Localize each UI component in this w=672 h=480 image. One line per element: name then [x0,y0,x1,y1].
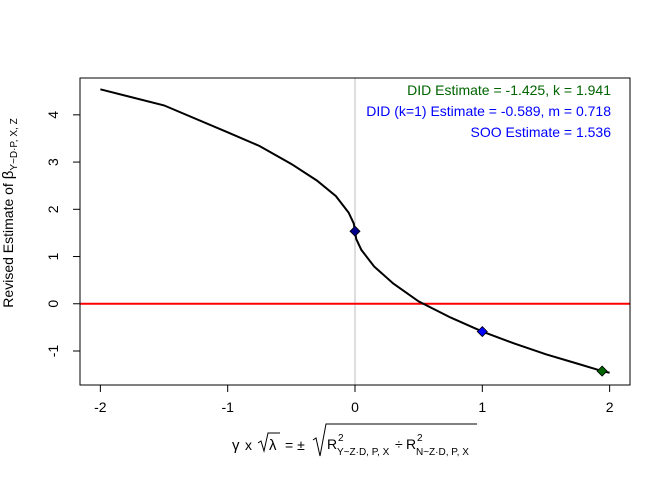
estimate-curve [100,88,610,374]
x-label-r1-sup: 2 [338,433,344,444]
x-label-gamma: γ [232,437,240,454]
y-tick-label: 2 [45,205,61,213]
y-axis-label-beta: β [0,170,17,179]
x-label-equals-pm: = ± [285,437,305,453]
x-tick-label: 1 [478,399,486,415]
x-label-sqrt-radical [312,423,477,457]
x-label-r1-letter: R [327,436,337,452]
x-label-r2: R [406,436,416,452]
y-tick-label: 0 [45,300,61,308]
x-label-times: x [245,437,252,453]
x-tick-label: 0 [351,399,359,415]
legend-entry-0: DID Estimate = -1.425, k = 1.941 [407,82,611,98]
y-tick-label: -1 [45,345,61,358]
legend-entry-1: DID (k=1) Estimate = -0.589, m = 0.718 [366,103,611,119]
y-tick-label: 1 [45,252,61,260]
estimate-points [349,225,608,377]
x-label-r1: R [327,436,337,452]
x-label-lambda: λ [269,437,277,454]
legend: DID Estimate = -1.425, k = 1.941 DID (k=1… [366,82,611,140]
y-tick-label: 3 [45,158,61,166]
y-axis-label-subscript: Y~D·P, X, Z [9,118,20,170]
y-tick-label: 4 [45,111,61,119]
y-axis-label: Revised Estimate of βY~D·P, X, Z [0,118,20,307]
x-tick-label: -2 [94,399,107,415]
x-label-divide: ÷ [395,436,403,452]
y-axis: -1 0 1 2 3 4 [45,111,81,358]
legend-entry-2: SOO Estimate = 1.536 [471,124,612,140]
x-axis: -2 -1 0 1 2 [94,384,614,415]
estimate-point-2 [596,365,608,377]
x-label-r2-sub: N~Z·D, P, X [416,447,469,458]
estimate-point-0 [349,225,361,237]
x-label-r1-sub: Y~Z·D, P, X [337,447,390,458]
x-tick-label: 2 [606,399,614,415]
x-tick-label: -1 [221,399,234,415]
x-label-r2-sup: 2 [417,433,423,444]
estimate-point-1 [476,326,488,338]
y-axis-label-text: Revised Estimate of [0,179,16,307]
x-axis-label: γ x λ = ± R 2 Y~Z·D, P, X ÷ R 2 N~Z·D, P… [232,423,477,458]
x-label-sqrt-lambda-radical [257,432,280,453]
x-label-r2-letter: R [406,436,416,452]
